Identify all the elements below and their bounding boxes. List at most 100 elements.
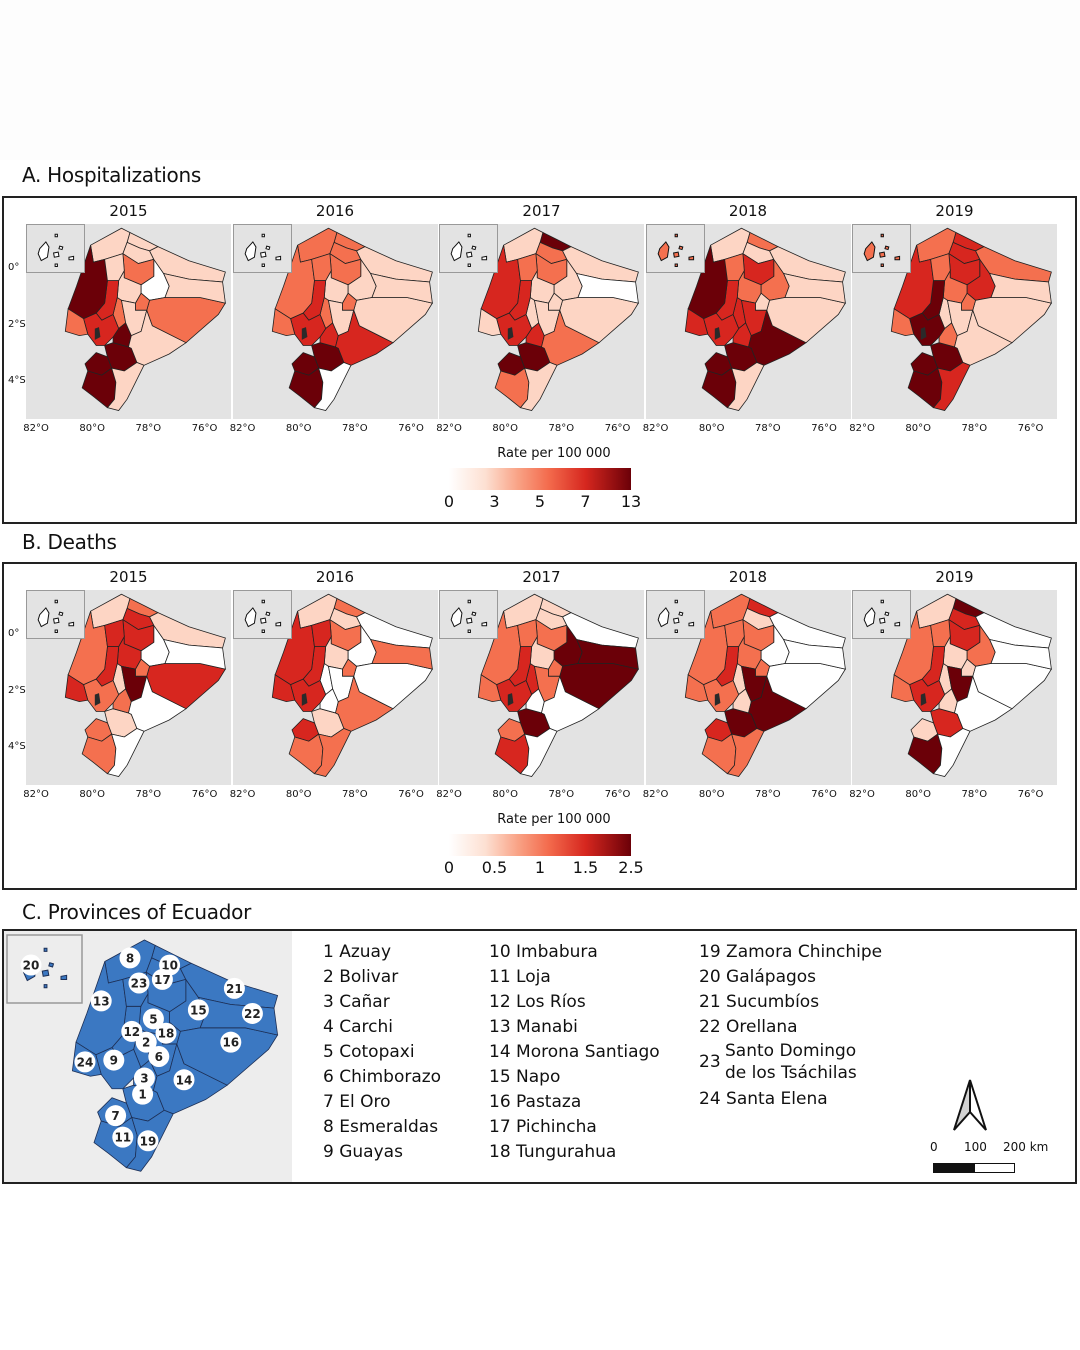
marker-number: 19 [140, 1134, 157, 1148]
galapagos-island [884, 245, 890, 251]
province-23 [723, 619, 745, 647]
province-number: 4 [323, 1017, 340, 1037]
galapagos-island [863, 607, 876, 628]
x-tick-label: 82°O [436, 423, 462, 434]
marker-circle [151, 968, 173, 990]
province-number: 23 [699, 1052, 721, 1072]
province-19 [519, 728, 558, 777]
panel-year-label: 2018 [728, 202, 768, 220]
marker-circle [220, 1031, 242, 1053]
panel-year-label: 2016 [315, 202, 355, 220]
galapagos-island [259, 251, 267, 258]
province-list-item: 11 Loja [489, 965, 660, 990]
province-13 [274, 245, 315, 320]
x-tick-label: 76°O [1017, 423, 1044, 434]
galapagos-island [244, 241, 256, 262]
provinces-frame: 1 2 3 5 6 7 8 9 10 11 12 13 14 15 16 17 18 19 20 21 22 23 24 [2, 929, 1077, 1184]
guayaquil-urban-mark [920, 693, 927, 706]
legend-tick-label: 2.5 [618, 858, 644, 877]
panel-year-label: 2017 [522, 202, 561, 220]
province-24 [64, 674, 89, 703]
galapagos-island [465, 617, 473, 624]
galapagos-island [687, 255, 694, 261]
province-number: 16 [489, 1092, 517, 1112]
galapagos-island [884, 611, 890, 617]
province-name: Morona Santiago [516, 1042, 660, 1062]
panel-year-label: 2016 [315, 568, 355, 586]
province-19 [519, 362, 558, 411]
province-23 [517, 253, 538, 281]
province-22 [988, 638, 1052, 670]
galapagos-island [880, 233, 884, 238]
x-tick-label: 78°O [548, 789, 575, 800]
legend-tick-label: 13 [620, 492, 642, 511]
galapagos-island [677, 245, 683, 251]
province-name: Imbabura [516, 942, 598, 962]
province-number-marker: 13 [90, 990, 112, 1012]
province-24 [64, 308, 89, 337]
province-name: Santa Elena [726, 1089, 828, 1109]
galapagos-island [467, 263, 471, 268]
province-number: 20 [699, 967, 727, 987]
province-13 [687, 245, 728, 320]
y-tick-label: 0° [8, 628, 20, 640]
galapagos-island [878, 617, 886, 624]
galapagos-island [674, 629, 678, 634]
province-number: 18 [489, 1142, 517, 1162]
galapagos-island [467, 233, 471, 238]
x-tick-label: 80°O [79, 789, 105, 800]
province-19 [313, 362, 351, 411]
province-19 [313, 728, 351, 777]
marker-number: 18 [158, 1027, 175, 1041]
galapagos-island [52, 617, 60, 624]
province-13 [893, 611, 934, 686]
province-22 [369, 272, 433, 304]
galapagos-island [244, 607, 256, 628]
province-number: 11 [489, 967, 517, 987]
province-18 [548, 658, 564, 677]
province-17 [122, 252, 155, 286]
marker-circle [148, 1046, 170, 1067]
marker-circle [132, 1083, 154, 1105]
province-17 [328, 618, 361, 652]
galapagos-island [261, 599, 265, 604]
province-list-item: 19 Zamora Chinchipe [699, 940, 882, 965]
y-tick-label: 2°S [8, 318, 26, 330]
galapagos-island [863, 241, 876, 262]
galapagos-island [657, 607, 669, 628]
province-17 [948, 252, 981, 286]
province-list-item: 8 Esmeraldas [323, 1115, 441, 1140]
province-18 [754, 292, 770, 311]
x-tick-label: 76°O [1017, 789, 1044, 800]
province-list-item: 13 Manabi [489, 1015, 660, 1040]
marker-number: 22 [244, 1007, 261, 1021]
province-number: 6 [323, 1067, 340, 1087]
province-name: Chimborazo [339, 1067, 442, 1087]
x-tick-label: 80°O [79, 423, 105, 434]
marker-circle [142, 1008, 164, 1030]
province-24 [477, 308, 502, 337]
province-23 [930, 253, 951, 281]
galapagos-island [274, 621, 281, 627]
marker-number: 11 [114, 1131, 131, 1145]
galapagos-inset [6, 934, 83, 1004]
galapagos-island [68, 621, 75, 627]
x-tick-label: 78°O [548, 423, 575, 434]
marker-number: 13 [93, 994, 110, 1008]
marker-number: 3 [140, 1072, 148, 1086]
x-tick-label: 76°O [398, 789, 424, 800]
x-tick-label: 82°O [642, 423, 669, 434]
province-number: 12 [489, 992, 517, 1012]
marker-circle [137, 1130, 159, 1152]
legend-tick-label: 5 [534, 492, 546, 511]
y-tick-label: 4°S [8, 741, 26, 753]
galapagos-island [672, 617, 680, 624]
province-number: 9 [323, 1142, 340, 1162]
province-19 [726, 362, 764, 411]
marker-number: 1 [138, 1088, 146, 1102]
x-tick-label: 78°O [961, 423, 988, 434]
x-tick-label: 80°O [905, 423, 931, 434]
province-19 [726, 728, 764, 777]
province-19 [106, 728, 145, 777]
marker-number: 14 [176, 1073, 193, 1087]
